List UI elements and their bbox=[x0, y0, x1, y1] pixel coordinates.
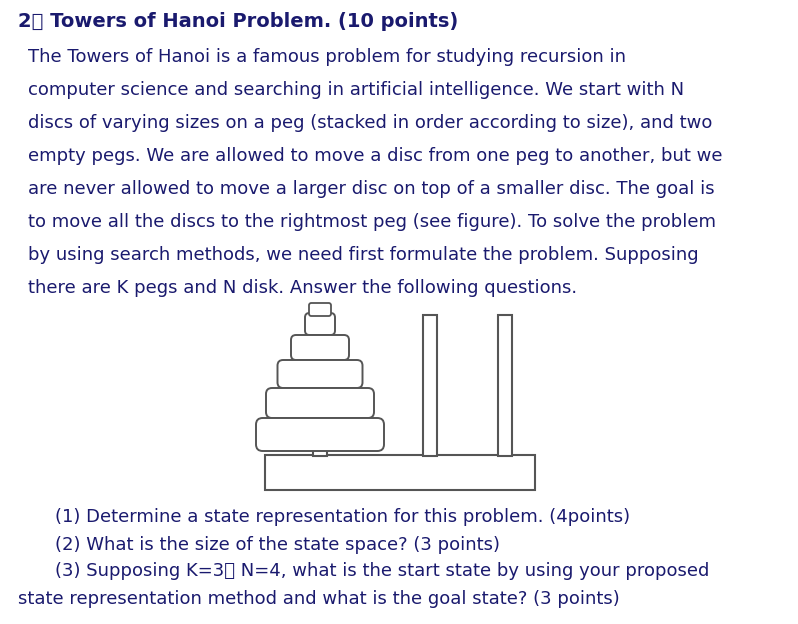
Text: there are K pegs and N disk. Answer the following questions.: there are K pegs and N disk. Answer the … bbox=[28, 279, 577, 297]
Text: (3) Supposing K=3， N=4, what is the start state by using your proposed: (3) Supposing K=3， N=4, what is the star… bbox=[55, 562, 709, 580]
Text: are never allowed to move a larger disc on top of a smaller disc. The goal is: are never allowed to move a larger disc … bbox=[28, 180, 715, 198]
Text: computer science and searching in artificial intelligence. We start with N: computer science and searching in artifi… bbox=[28, 81, 684, 99]
Text: 2、 Towers of Hanoi Problem. (10 points): 2、 Towers of Hanoi Problem. (10 points) bbox=[18, 12, 458, 31]
FancyBboxPatch shape bbox=[291, 335, 349, 360]
FancyBboxPatch shape bbox=[278, 360, 362, 388]
Bar bbox=[498, 315, 512, 456]
Bar bbox=[423, 315, 437, 456]
Text: by using search methods, we need first formulate the problem. Supposing: by using search methods, we need first f… bbox=[28, 246, 698, 264]
FancyBboxPatch shape bbox=[256, 418, 384, 451]
FancyBboxPatch shape bbox=[309, 303, 331, 316]
Text: (2) What is the size of the state space? (3 points): (2) What is the size of the state space?… bbox=[55, 536, 500, 554]
FancyBboxPatch shape bbox=[266, 388, 374, 418]
Text: The Towers of Hanoi is a famous problem for studying recursion in: The Towers of Hanoi is a famous problem … bbox=[28, 48, 626, 66]
Text: (1) Determine a state representation for this problem. (4points): (1) Determine a state representation for… bbox=[55, 508, 630, 526]
Text: empty pegs. We are allowed to move a disc from one peg to another, but we: empty pegs. We are allowed to move a dis… bbox=[28, 147, 722, 165]
Bar bbox=[313, 315, 327, 456]
Text: to move all the discs to the rightmost peg (see figure). To solve the problem: to move all the discs to the rightmost p… bbox=[28, 213, 716, 231]
Text: discs of varying sizes on a peg (stacked in order according to size), and two: discs of varying sizes on a peg (stacked… bbox=[28, 114, 713, 132]
Text: state representation method and what is the goal state? (3 points): state representation method and what is … bbox=[18, 590, 620, 608]
Bar bbox=[265, 455, 535, 490]
FancyBboxPatch shape bbox=[305, 313, 335, 335]
